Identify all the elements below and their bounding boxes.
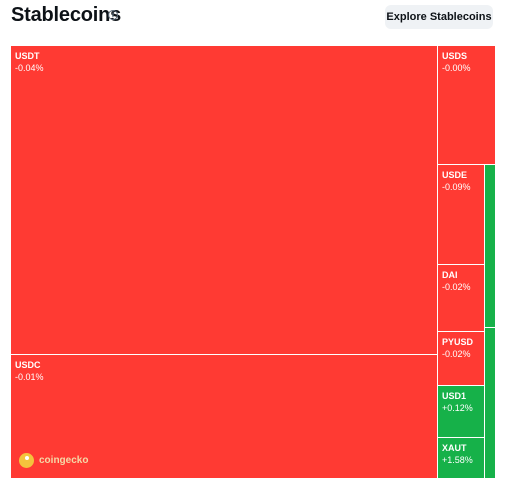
- tile-small-green-2[interactable]: [485, 328, 495, 478]
- tile-symbol: USD1: [442, 391, 467, 401]
- tile-change: +1.58%: [442, 455, 473, 465]
- gecko-icon: [19, 453, 34, 468]
- tile-symbol: USDE: [442, 170, 468, 180]
- tile-usde[interactable]: USDE -0.09%: [438, 165, 484, 264]
- tile-change: -0.09%: [442, 182, 471, 192]
- page-title: Stablecoins: [11, 4, 122, 26]
- tile-small-green-1[interactable]: [485, 165, 495, 327]
- tile-xaut[interactable]: XAUT +1.58%: [438, 438, 484, 478]
- tile-symbol: XAUT: [442, 443, 467, 453]
- coingecko-logo: coingecko: [19, 453, 88, 468]
- tile-symbol: USDT: [15, 51, 40, 61]
- tile-usd1[interactable]: USD1 +0.12%: [438, 386, 484, 437]
- tile-symbol: PYUSD: [442, 337, 474, 347]
- tile-change: -0.04%: [15, 63, 44, 73]
- tile-symbol: USDS: [442, 51, 468, 61]
- tile-change: -0.01%: [15, 372, 44, 382]
- stablecoin-treemap: USDT -0.04% USDC -0.01% USDS -0.00% USDE…: [11, 46, 495, 478]
- info-icon[interactable]: i: [108, 10, 118, 20]
- tile-usds[interactable]: USDS -0.00%: [438, 46, 495, 164]
- tile-symbol: USDC: [15, 360, 41, 370]
- tile-dai[interactable]: DAI -0.02%: [438, 265, 484, 331]
- tile-usdc[interactable]: USDC -0.01%: [11, 355, 437, 478]
- tile-pyusd[interactable]: PYUSD -0.02%: [438, 332, 484, 385]
- tile-symbol: DAI: [442, 270, 458, 280]
- tile-change: -0.02%: [442, 282, 471, 292]
- tile-usdt[interactable]: USDT -0.04%: [11, 46, 437, 354]
- logo-text: coingecko: [39, 455, 89, 466]
- tile-change: +0.12%: [442, 403, 473, 413]
- tile-change: -0.00%: [442, 63, 471, 73]
- explore-stablecoins-button[interactable]: Explore Stablecoins: [385, 5, 493, 29]
- tile-change: -0.02%: [442, 349, 471, 359]
